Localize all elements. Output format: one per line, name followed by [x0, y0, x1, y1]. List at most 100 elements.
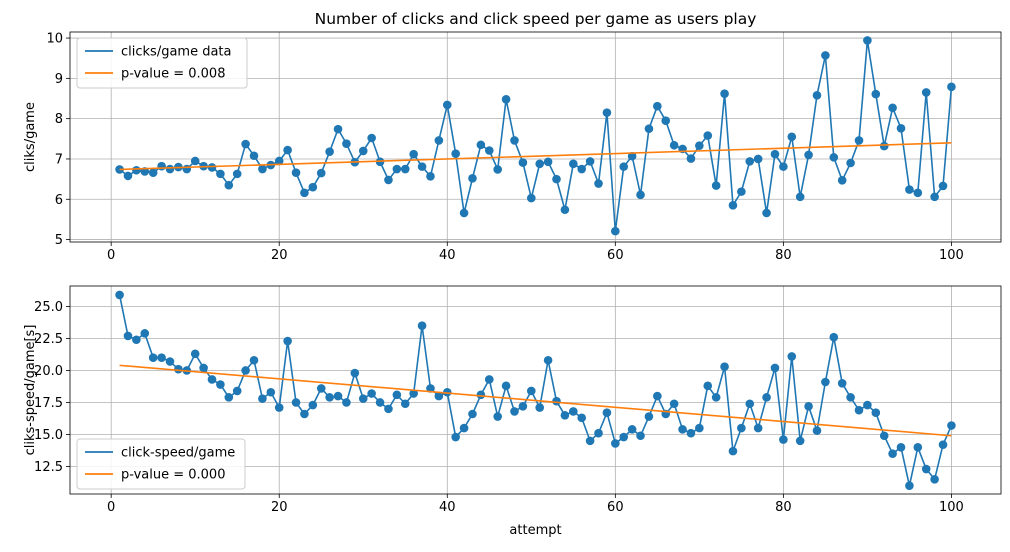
data-point — [325, 393, 334, 402]
data-point — [258, 394, 267, 403]
data-point — [434, 391, 444, 401]
data-point — [190, 156, 200, 166]
x-tick-label: 100 — [939, 248, 964, 263]
data-point — [745, 157, 755, 166]
data-point — [283, 336, 292, 346]
data-point — [535, 403, 545, 412]
data-point — [560, 205, 570, 215]
data-point — [728, 201, 738, 210]
data-point — [896, 442, 906, 452]
data-point — [224, 180, 234, 190]
legend: clicks/game data p-value = 0.008 — [76, 37, 248, 89]
y-axis-label: cliks-speed/game[s] — [23, 325, 38, 456]
data-point — [787, 352, 797, 361]
data-point — [644, 124, 654, 134]
data-point — [375, 398, 385, 407]
data-point — [686, 154, 696, 163]
data-point — [812, 90, 822, 100]
chart-title: Number of clicks and click speed per gam… — [315, 10, 757, 28]
data-point — [165, 164, 175, 174]
data-point — [888, 103, 897, 113]
data-point — [115, 290, 124, 300]
data-point — [779, 162, 788, 171]
data-point — [896, 124, 906, 133]
y-tick-label: 7 — [55, 152, 63, 167]
data-point — [232, 169, 242, 179]
data-point — [703, 381, 713, 391]
data-point — [619, 432, 629, 442]
data-point — [947, 82, 956, 92]
data-point — [493, 412, 502, 421]
data-point — [711, 181, 721, 190]
data-point — [350, 368, 360, 378]
data-point — [602, 108, 612, 117]
data-point — [274, 403, 284, 412]
y-tick-label: 12.5 — [34, 460, 63, 475]
data-point — [266, 387, 276, 397]
data-point — [442, 387, 452, 397]
data-point — [367, 133, 376, 143]
data-point — [199, 363, 208, 373]
data-point — [863, 400, 872, 410]
y-tick-label: 10 — [46, 32, 63, 47]
axes-2: 0 20 40 60 80 100 12.5 15.0 17.5 20.0 22.5 25.0 clik… — [23, 285, 1002, 538]
data-point — [753, 154, 763, 164]
data-point — [905, 481, 914, 490]
data-point — [795, 436, 805, 446]
data-series-line — [119, 39, 953, 232]
y-tick-label: 20.0 — [34, 364, 63, 379]
data-point — [308, 182, 318, 192]
data-point — [384, 404, 393, 414]
legend-box — [76, 438, 246, 490]
data-point — [837, 378, 847, 388]
data-point — [459, 208, 469, 218]
legend-label: p-value = 0.008 — [121, 67, 225, 82]
data-point — [207, 375, 217, 384]
data-point — [241, 139, 250, 149]
data-point — [879, 431, 889, 441]
y-axis-label: cliks/game — [23, 102, 38, 172]
data-point — [442, 100, 452, 110]
data-point — [140, 329, 150, 338]
data-point — [409, 389, 418, 398]
data-point — [627, 425, 637, 434]
data-point — [737, 423, 746, 433]
data-point — [905, 185, 914, 194]
data-point — [577, 164, 587, 174]
data-point — [241, 366, 250, 375]
data-point — [762, 208, 771, 218]
data-point — [426, 384, 435, 393]
data-point — [779, 435, 788, 444]
data-point — [770, 149, 780, 159]
data-point — [879, 141, 889, 151]
x-tick-label: 100 — [939, 500, 964, 515]
data-point — [627, 151, 637, 161]
data-point — [468, 409, 477, 419]
x-tick-label: 80 — [775, 248, 792, 263]
data-point — [737, 187, 746, 196]
data-point — [132, 335, 141, 345]
data-point — [863, 36, 872, 45]
data-point — [829, 332, 839, 342]
data-point — [123, 331, 133, 341]
data-point — [711, 393, 721, 402]
data-point — [569, 159, 578, 169]
data-point — [913, 442, 923, 452]
data-point — [594, 428, 603, 438]
data-point — [367, 389, 376, 398]
x-tick-label: 80 — [775, 500, 792, 515]
data-point — [938, 181, 948, 191]
legend-label: clicks/game data — [121, 45, 232, 60]
data-point — [653, 101, 662, 111]
y-tick-label: 9 — [55, 72, 63, 87]
data-point — [821, 377, 830, 387]
data-point — [123, 171, 133, 181]
data-point — [947, 421, 956, 430]
data-point — [157, 353, 166, 362]
data-point — [426, 171, 435, 181]
data-point — [585, 157, 595, 166]
data-point — [392, 164, 402, 174]
data-point — [602, 408, 612, 418]
